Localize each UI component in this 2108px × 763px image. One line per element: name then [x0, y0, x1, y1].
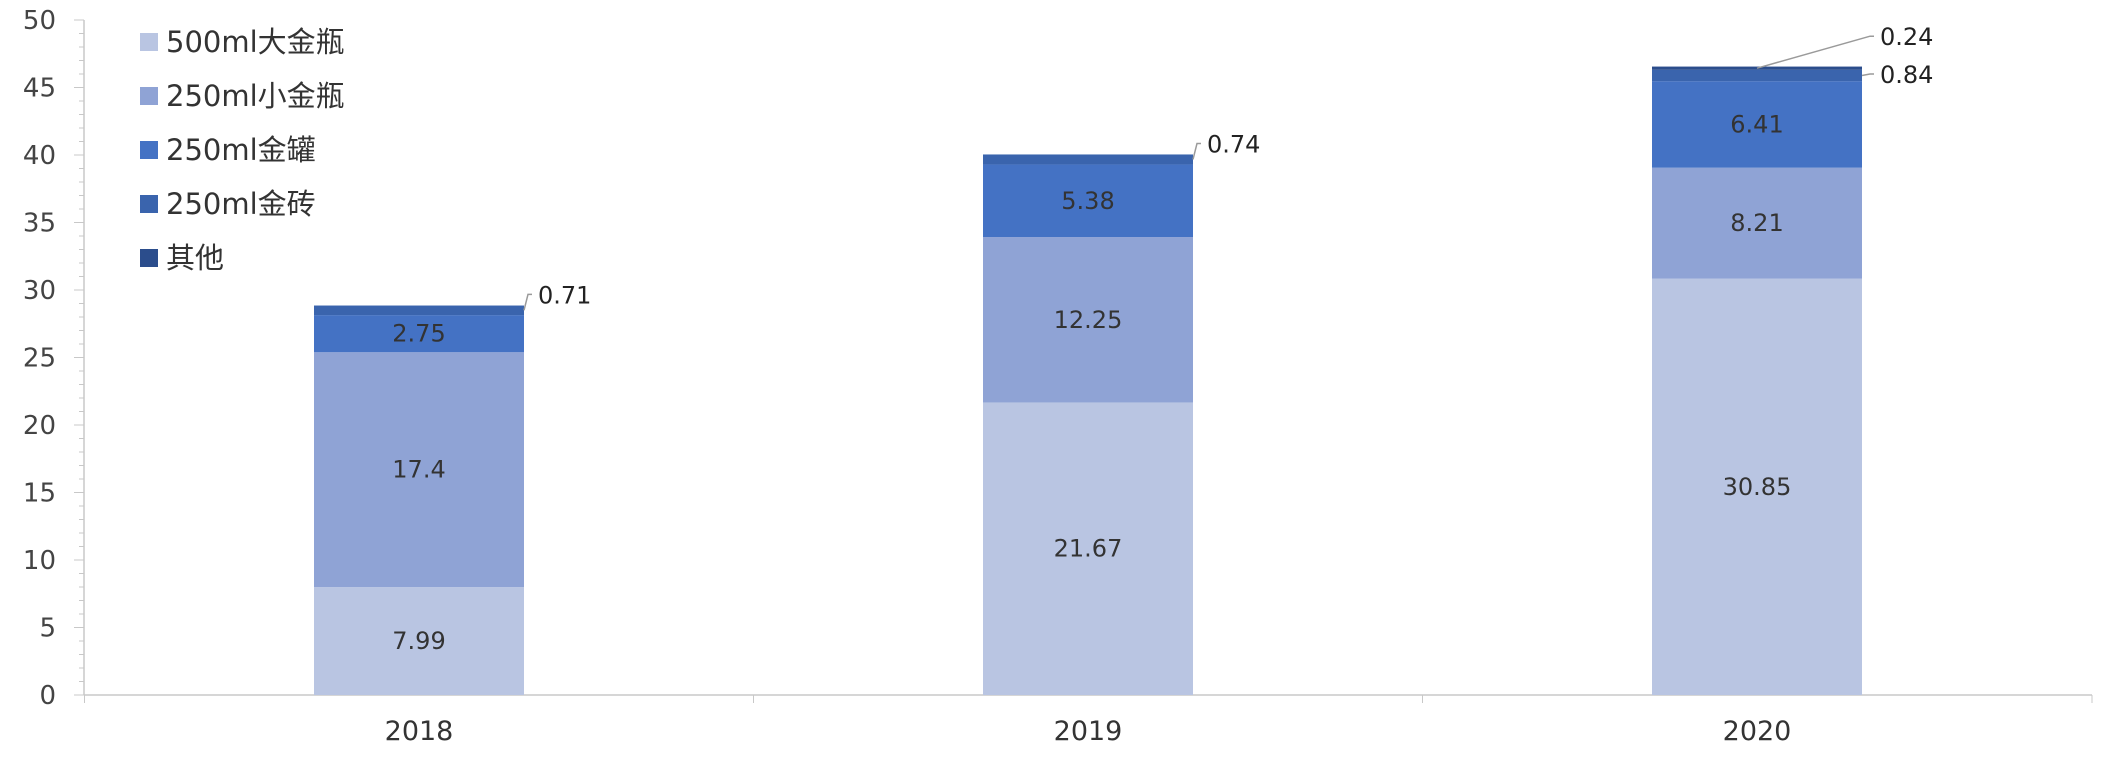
bar-segment [1652, 167, 1862, 279]
legend-label: 500ml大金瓶 [166, 25, 345, 59]
y-tick-label: 25 [23, 344, 56, 374]
y-tick-label: 50 [23, 6, 56, 36]
legend-swatch [140, 249, 158, 267]
x-category-label: 2018 [385, 716, 454, 747]
bar-segment [314, 305, 524, 316]
bar-segment [314, 587, 524, 695]
data-label: 0.71 [538, 281, 591, 309]
y-tick-label: 15 [23, 479, 56, 509]
legend-swatch [140, 87, 158, 105]
legend-swatch [140, 141, 158, 159]
data-label: 0.74 [1207, 130, 1260, 158]
leader-line [1192, 142, 1201, 160]
legend-swatch [140, 195, 158, 213]
y-tick-label: 35 [23, 209, 56, 239]
bar-segment [983, 237, 1193, 403]
legend-label: 250ml金砖 [166, 187, 316, 221]
y-tick-label: 0 [39, 681, 56, 711]
data-label: 2.75 [392, 320, 445, 348]
bar-segment [983, 164, 1193, 238]
bar-segment [314, 352, 524, 588]
y-tick-label: 30 [23, 276, 56, 306]
leader-line [1861, 73, 1874, 77]
leader-line [1756, 35, 1874, 69]
x-category-label: 2019 [1054, 716, 1123, 747]
data-label: 12.25 [1054, 306, 1123, 334]
legend-label: 250ml金罐 [166, 133, 316, 167]
data-label: 0.24 [1880, 23, 1933, 51]
data-label: 17.4 [392, 456, 445, 484]
bar-segment [983, 402, 1193, 695]
legend-label: 其他 [166, 241, 224, 275]
data-label: 30.85 [1723, 473, 1792, 501]
data-label: 8.21 [1730, 209, 1783, 237]
y-tick-label: 45 [23, 74, 56, 104]
bar-segment [1652, 81, 1862, 168]
bar-segment [983, 154, 1193, 165]
y-tick-label: 20 [23, 411, 56, 441]
bar-segment [1652, 69, 1862, 82]
legend-label: 250ml小金瓶 [166, 79, 345, 113]
data-label: 5.38 [1061, 187, 1114, 215]
bar-segment [1652, 278, 1862, 695]
legend-swatch [140, 33, 158, 51]
y-tick-label: 10 [23, 546, 56, 576]
leader-line [523, 293, 532, 311]
y-tick-label: 5 [39, 614, 56, 644]
x-category-label: 2020 [1723, 716, 1792, 747]
data-label: 6.41 [1730, 110, 1783, 138]
bar-segment [314, 315, 524, 353]
data-label: 21.67 [1054, 535, 1123, 563]
data-label: 0.84 [1880, 61, 1933, 89]
y-tick-label: 40 [23, 141, 56, 171]
data-label: 7.99 [392, 627, 445, 655]
